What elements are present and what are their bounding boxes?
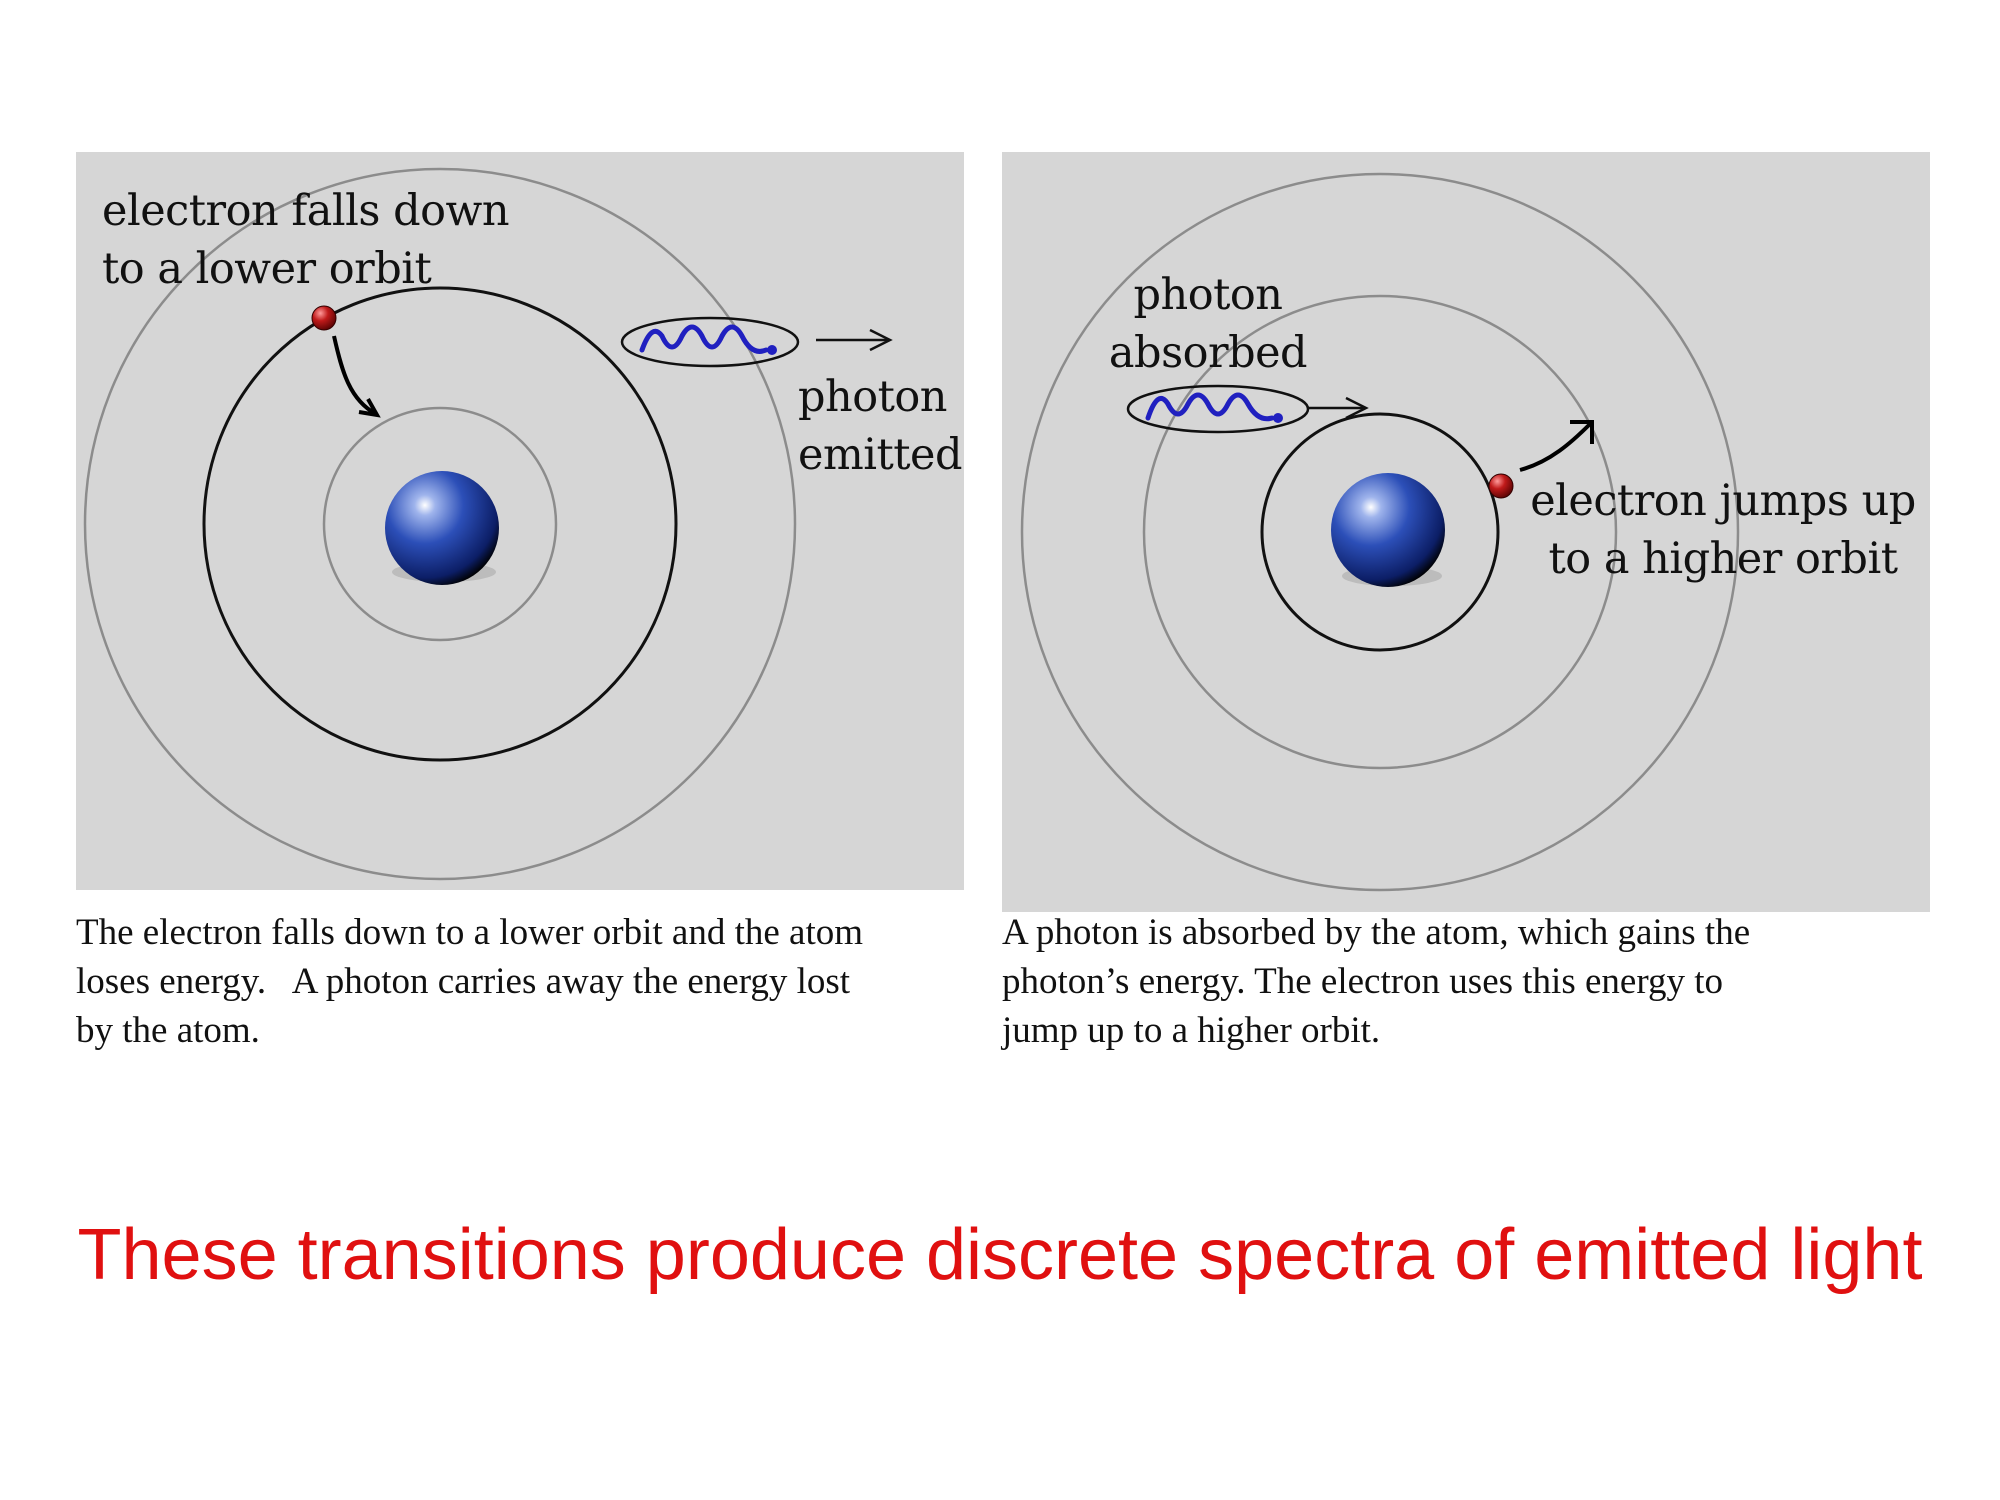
label-photon-emitted: photon emitted <box>798 368 963 484</box>
middle-orbit <box>1142 294 1618 770</box>
nucleus-icon <box>1331 473 1445 587</box>
label-line: absorbed <box>1108 328 1308 378</box>
electron-icon <box>311 305 337 331</box>
outer-orbit <box>83 167 797 881</box>
emission-diagram: electron falls down to a lower orbit pho… <box>76 152 964 890</box>
absorption-diagram: photon absorbed electron jumps up to a h… <box>1002 152 1930 912</box>
nucleus-icon <box>385 471 499 585</box>
label-line: to a lower orbit <box>102 244 432 294</box>
label-line: photon <box>1133 270 1283 320</box>
label-line: to a higher orbit <box>1548 534 1898 584</box>
caption-line: by the atom. <box>76 1010 260 1051</box>
emission-caption: The electron falls down to a lower orbit… <box>76 908 996 1055</box>
photon-ellipse <box>620 316 800 368</box>
label-line: electron jumps up <box>1530 476 1916 526</box>
outer-orbit <box>1020 172 1740 892</box>
inner-orbit <box>322 406 558 642</box>
caption-line: loses energy. A photon carries away the … <box>76 961 851 1002</box>
caption-line: A photon is absorbed by the atom, which … <box>1002 912 1751 953</box>
electron-icon <box>1488 473 1514 499</box>
label-photon-absorbed: photon absorbed <box>1108 266 1308 382</box>
absorption-diagram-graphic <box>1020 172 1740 892</box>
inner-orbit <box>1260 412 1500 652</box>
absorption-caption: A photon is absorbed by the atom, which … <box>1002 908 1932 1055</box>
label-line: emitted <box>798 430 963 480</box>
caption-line: photon’s energy. The electron uses this … <box>1002 961 1724 1002</box>
label-line: electron falls down <box>102 186 510 236</box>
caption-line: The electron falls down to a lower orbit… <box>76 912 864 953</box>
label-electron-jumps: electron jumps up to a higher orbit <box>1528 472 1918 588</box>
arrow-icon <box>332 335 377 416</box>
caption-line: jump up to a higher orbit. <box>1002 1010 1381 1051</box>
photon-wave-icon <box>1145 392 1275 422</box>
summary-statement: These transitions produce discrete spect… <box>77 1215 1923 1295</box>
emission-diagram-graphic <box>83 167 893 881</box>
photon-ellipse <box>1126 384 1310 434</box>
arrow-icon <box>1519 422 1592 472</box>
label-line: photon <box>798 372 947 422</box>
label-electron-falls: electron falls down to a lower orbit <box>102 182 510 298</box>
photon-wave-icon <box>639 324 769 354</box>
middle-orbit <box>202 286 678 762</box>
